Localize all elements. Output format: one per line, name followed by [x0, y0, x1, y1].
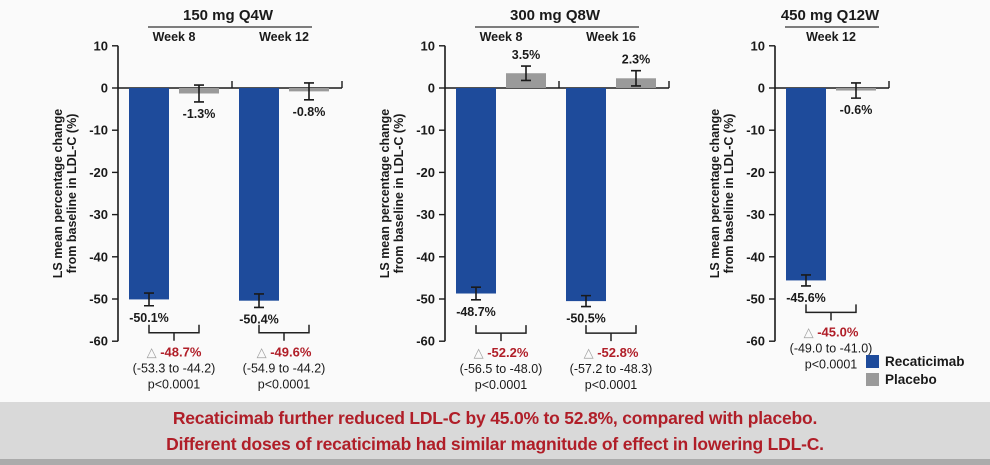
y-tick-label: 10: [751, 38, 765, 53]
legend-item-recaticimab: Recaticimab: [866, 354, 965, 369]
y-axis-title-line1: LS mean percentage change: [378, 109, 392, 279]
placebo-error-bar: [851, 82, 861, 99]
chart-legend: Recaticimab Placebo: [866, 354, 965, 387]
placebo-value-label: -1.3%: [183, 107, 216, 121]
dose-panel-1: 10 0 -10 -20 -30 -40 -50 -60 LS mean percentage …: [51, 7, 343, 392]
y-tick-label: -40: [89, 249, 108, 264]
week-label: Week 8: [153, 30, 196, 44]
y-tick-label: -30: [89, 207, 108, 222]
recaticimab-swatch: [866, 355, 879, 368]
difference-pvalue: p<0.0001: [258, 378, 311, 392]
recaticimab-bar: [786, 88, 826, 281]
recaticimab-value-label: -50.4%: [239, 312, 279, 326]
chart-panels: 10 0 -10 -20 -30 -40 -50 -60 LS mean percentage …: [51, 7, 890, 392]
recaticimab-error-bar: [254, 293, 264, 309]
y-axis-title-line1: LS mean percentage change: [51, 109, 65, 279]
recaticimab-value-label: -48.7%: [456, 305, 496, 319]
y-tick-label: -30: [746, 207, 765, 222]
placebo-error-bar: [194, 84, 204, 103]
y-tick-label: -60: [89, 334, 108, 349]
y-tick-label: -40: [416, 249, 435, 264]
difference-delta: △ -48.7%: [147, 345, 202, 360]
difference-ci: (-53.3 to -44.2): [133, 362, 216, 376]
y-tick-label: -30: [416, 207, 435, 222]
difference-delta: △ -52.8%: [584, 345, 639, 360]
y-tick-label: -10: [416, 123, 435, 138]
recaticimab-error-bar: [581, 294, 591, 308]
y-tick-label: -10: [89, 123, 108, 138]
dose-title: 300 mg Q8W: [510, 7, 601, 24]
y-tick-label: -20: [416, 165, 435, 180]
difference-bracket: [258, 324, 310, 341]
placebo-value-label: -0.6%: [840, 103, 873, 117]
banner-line-2: Different doses of recaticimab had simil…: [166, 433, 824, 454]
placebo-value-label: -0.8%: [293, 105, 326, 119]
dose-panel-3: 10 0 -10 -20 -30 -40 -50 -60 LS mean percentage …: [708, 7, 890, 371]
y-tick-label: 0: [101, 81, 108, 96]
difference-delta: △ -52.2%: [474, 345, 529, 360]
placebo-error-bar: [521, 65, 531, 82]
recaticimab-bar: [456, 88, 496, 294]
placebo-error-bar: [304, 82, 314, 101]
banner-line-1: Recaticimab further reduced LDL-C by 45.…: [172, 407, 818, 428]
difference-pvalue: p<0.0001: [475, 378, 528, 392]
legend-label-placebo: Placebo: [885, 372, 937, 387]
y-tick-label: 0: [758, 81, 765, 96]
y-tick-label: -20: [746, 165, 765, 180]
dose-panel-2: 10 0 -10 -20 -30 -40 -50 -60 LS mean percentage …: [378, 7, 670, 392]
y-tick-label: -50: [89, 292, 108, 307]
y-axis-title-line2: from baseline in LDL-C (%): [722, 114, 736, 274]
placebo-value-label: 3.5%: [512, 48, 541, 62]
difference-pvalue: p<0.0001: [585, 378, 638, 392]
placebo-value-label: 2.3%: [622, 53, 651, 67]
y-tick-label: -40: [746, 249, 765, 264]
y-tick-label: 10: [421, 38, 435, 53]
recaticimab-bar: [129, 88, 169, 300]
y-axis-title-line2: from baseline in LDL-C (%): [65, 114, 79, 274]
difference-ci: (-57.2 to -48.3): [570, 362, 653, 376]
bottom-strip: [0, 459, 990, 465]
y-tick-label: -50: [746, 292, 765, 307]
legend-label-recaticimab: Recaticimab: [885, 354, 965, 369]
y-tick-label: -20: [89, 165, 108, 180]
placebo-swatch: [866, 373, 879, 386]
week-label: Week 12: [806, 30, 856, 44]
difference-delta: △ -49.6%: [257, 345, 312, 360]
y-axis-title-line2: from baseline in LDL-C (%): [392, 114, 406, 274]
week-label: Week 12: [259, 30, 309, 44]
recaticimab-value-label: -50.1%: [129, 311, 169, 325]
y-tick-label: -60: [746, 334, 765, 349]
y-tick-label: -50: [416, 292, 435, 307]
difference-delta: △ -45.0%: [804, 324, 859, 339]
y-tick-label: 10: [94, 38, 108, 53]
difference-pvalue: p<0.0001: [148, 378, 201, 392]
difference-bracket: [475, 325, 527, 342]
dose-title: 450 mg Q12W: [781, 7, 880, 24]
recaticimab-bar: [239, 88, 279, 301]
difference-pvalue: p<0.0001: [805, 357, 858, 371]
recaticimab-error-bar: [801, 274, 811, 287]
difference-bracket: [148, 324, 200, 341]
dose-title: 150 mg Q4W: [183, 7, 274, 24]
placebo-error-bar: [631, 69, 641, 87]
recaticimab-error-bar: [144, 292, 154, 307]
week-label: Week 8: [480, 30, 523, 44]
recaticimab-value-label: -50.5%: [566, 312, 606, 326]
y-tick-label: -60: [416, 334, 435, 349]
y-tick-label: 0: [428, 81, 435, 96]
conclusion-banner: Recaticimab further reduced LDL-C by 45.…: [0, 402, 990, 459]
y-axis-title-line1: LS mean percentage change: [708, 109, 722, 279]
difference-ci: (-56.5 to -48.0): [460, 362, 543, 376]
difference-ci: (-49.0 to -41.0): [790, 341, 873, 355]
y-tick-label: -10: [746, 123, 765, 138]
difference-bracket: [585, 325, 637, 342]
recaticimab-value-label: -45.6%: [786, 291, 826, 305]
legend-item-placebo: Placebo: [866, 372, 965, 387]
difference-bracket: [805, 304, 857, 321]
recaticimab-error-bar: [471, 286, 481, 301]
difference-ci: (-54.9 to -44.2): [243, 362, 326, 376]
recaticimab-bar: [566, 88, 606, 302]
week-label: Week 16: [586, 30, 636, 44]
